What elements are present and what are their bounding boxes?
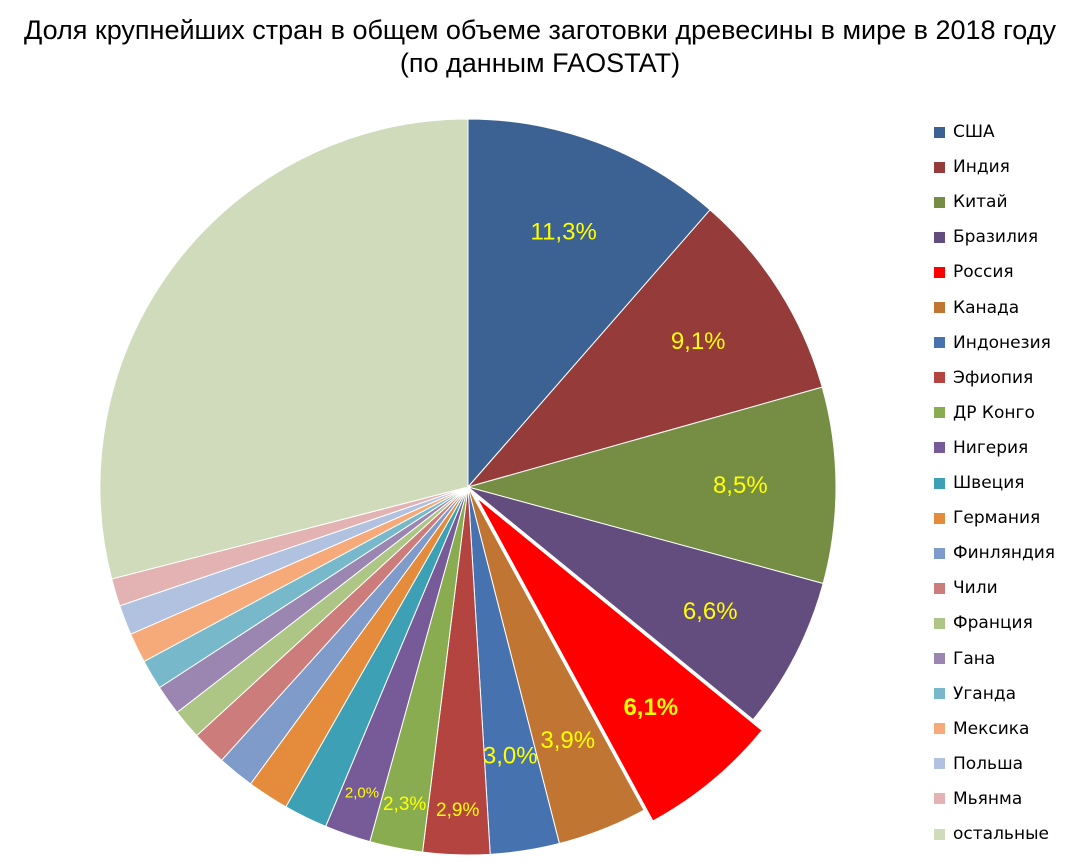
legend-label: Индонезия xyxy=(953,332,1051,353)
slice-label: 3,0% xyxy=(483,743,538,770)
slice-label: 2,0% xyxy=(345,784,379,801)
legend-swatch xyxy=(934,723,945,735)
legend-label: Финляндия xyxy=(953,543,1056,564)
legend-swatch xyxy=(934,126,945,138)
legend-item: Китай xyxy=(934,190,1008,214)
slice-label: 3,9% xyxy=(540,727,595,754)
legend-swatch xyxy=(934,407,945,419)
legend-item: Бразилия xyxy=(934,225,1038,249)
legend-label: Гана xyxy=(953,648,996,669)
legend-label: Бразилия xyxy=(953,227,1039,248)
legend-label: Франция xyxy=(953,613,1033,634)
slice-label: 8,5% xyxy=(713,472,768,499)
legend-item: Германия xyxy=(934,506,1040,530)
slice-label: 6,1% xyxy=(623,694,678,721)
legend-label: США xyxy=(953,122,995,142)
legend-item: Россия xyxy=(934,260,1014,284)
legend-swatch xyxy=(934,793,945,805)
legend-label: Мексика xyxy=(953,718,1030,739)
legend-swatch xyxy=(934,758,945,770)
chart-title: Доля крупнейших стран в общем объеме заг… xyxy=(0,14,1080,80)
legend-label: Чили xyxy=(953,578,998,599)
legend-label: Уганда xyxy=(953,683,1016,704)
legend-label: Польша xyxy=(953,753,1024,774)
chart-subtitle: (по данным FAOSTAT) xyxy=(399,48,681,78)
legend-swatch xyxy=(934,688,945,700)
pie-slice xyxy=(466,386,837,585)
legend-item: Нигерия xyxy=(934,436,1028,460)
slice-label: 6,6% xyxy=(683,598,738,625)
legend-swatch xyxy=(934,653,945,664)
legend-swatch xyxy=(934,337,945,349)
legend-swatch xyxy=(934,477,945,489)
legend-item: США xyxy=(934,120,995,144)
legend-label: Индия xyxy=(953,157,1010,178)
legend-swatch xyxy=(934,512,945,524)
pie-slice xyxy=(466,209,823,488)
legend-label: ДР Конго xyxy=(953,402,1035,423)
legend-label: Нигерия xyxy=(953,437,1029,458)
legend-item: Индия xyxy=(934,155,1010,179)
legend-swatch xyxy=(934,372,945,384)
pie-slice xyxy=(467,486,824,721)
slice-label: 11,3% xyxy=(531,219,597,246)
legend-label: Швеция xyxy=(953,473,1025,493)
legend-item: Мексика xyxy=(934,717,1029,741)
legend-item: Мьянма xyxy=(934,787,1022,811)
legend-label: Германия xyxy=(953,508,1041,529)
legend-swatch xyxy=(934,302,945,313)
legend-item: Чили xyxy=(934,576,998,600)
slice-label: 2,3% xyxy=(383,794,426,815)
legend-item: остальные xyxy=(934,822,1049,846)
legend-label: Мьянма xyxy=(953,788,1023,809)
legend-item: Швеция xyxy=(934,471,1025,495)
legend-label: Эфиопия xyxy=(953,367,1034,388)
legend-item: Канада xyxy=(934,296,1019,320)
legend-swatch xyxy=(934,196,945,208)
legend-item: Польша xyxy=(934,752,1023,776)
legend-swatch xyxy=(934,231,945,243)
chart-title-main: Доля крупнейших стран в общем объеме заг… xyxy=(24,15,1056,45)
legend-swatch xyxy=(934,161,945,173)
pie-slice xyxy=(467,118,711,489)
legend-label: Канада xyxy=(953,297,1020,318)
legend-item: Уганда xyxy=(934,682,1016,706)
legend-label: Китай xyxy=(953,192,1008,213)
legend-swatch xyxy=(934,547,945,559)
legend-item: Франция xyxy=(934,611,1033,635)
legend-swatch xyxy=(934,266,945,278)
legend-item: Эфиопия xyxy=(934,366,1033,390)
legend-swatch xyxy=(934,828,945,840)
legend-swatch xyxy=(934,617,945,629)
legend-item: Индонезия xyxy=(934,331,1051,355)
legend-item: ДР Конго xyxy=(934,401,1035,425)
legend-label: Россия xyxy=(953,262,1014,283)
slice-labels: 11,3% 9,1% 8,5% 6,6% 6,1% 3,9%3,0% 2,9% 2,3%2,0… xyxy=(345,219,768,822)
slice-label: 2,9% xyxy=(436,800,479,821)
slice-label: 9,1% xyxy=(671,328,726,355)
legend-swatch xyxy=(934,582,945,594)
legend-item: Гана xyxy=(934,647,995,671)
legend-label: остальные xyxy=(953,824,1049,844)
legend-swatch xyxy=(934,442,945,454)
pie-slice xyxy=(99,118,469,580)
legend-item: Финляндия xyxy=(934,541,1055,565)
pie-slice xyxy=(476,497,763,822)
